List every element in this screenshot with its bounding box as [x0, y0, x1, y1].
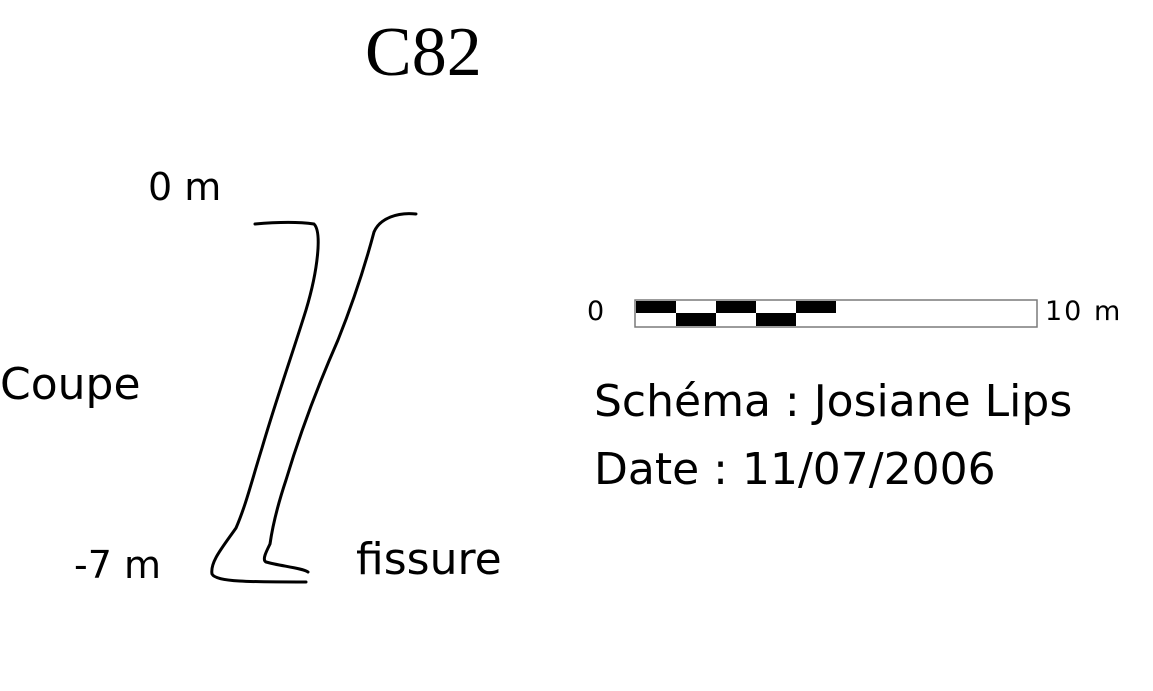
depth-label-top: 0 m — [148, 165, 222, 209]
scale-bar — [634, 299, 1038, 328]
depth-label-bottom: -7 m — [74, 543, 161, 587]
section-view-label: Coupe — [0, 359, 141, 410]
author-credit: Schéma : Josiane Lips — [594, 376, 1073, 427]
scale-start-label: 0 — [587, 296, 607, 327]
diagram-title: C82 — [365, 14, 482, 91]
shaft-right-wall — [262, 212, 418, 574]
scale-segment-5 — [796, 301, 836, 313]
scale-segment-1 — [636, 301, 676, 313]
scale-segment-2 — [676, 313, 716, 326]
scale-segment-4 — [756, 313, 796, 326]
shaft-left-wall — [210, 221, 320, 584]
fissure-label: fissure — [356, 534, 502, 585]
scale-segment-3 — [716, 301, 756, 313]
survey-date: Date : 11/07/2006 — [594, 444, 996, 495]
scale-end-label: 10 m — [1045, 296, 1123, 327]
